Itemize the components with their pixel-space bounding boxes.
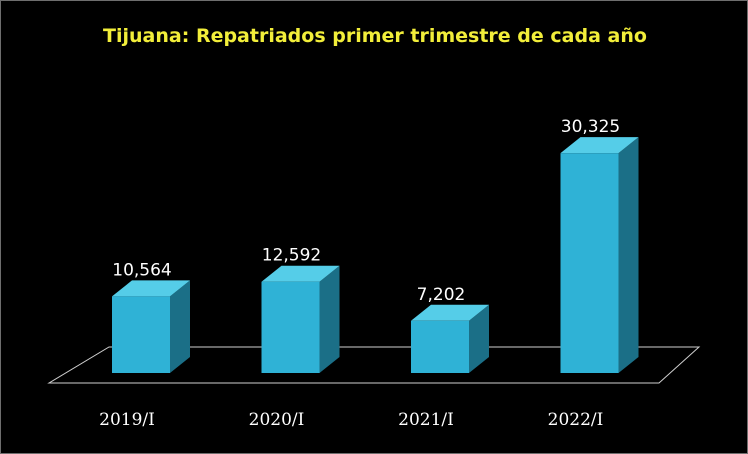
bar-top — [112, 280, 190, 297]
bar-2019/I — [112, 280, 190, 373]
x-tick-label: 2021/I — [398, 410, 454, 430]
x-tick-label: 2022/I — [548, 410, 604, 430]
chart-title: Tijuana: Repatriados primer trimestre de… — [103, 25, 647, 47]
data-label: 10,564 — [112, 260, 171, 280]
x-tick-label: 2019/I — [99, 410, 155, 430]
bar-front — [112, 296, 170, 373]
bar-side — [469, 304, 489, 373]
bar-side — [170, 280, 190, 373]
data-label: 12,592 — [262, 246, 321, 266]
bar-side — [319, 265, 340, 373]
bar-front — [261, 281, 320, 373]
chart-floor — [47, 346, 701, 384]
bar-top — [560, 137, 639, 154]
bar-2020/I — [261, 265, 340, 373]
data-label: 30,325 — [561, 117, 620, 137]
bar-front — [411, 320, 469, 373]
bar-side — [618, 137, 639, 373]
x-tick-label: 2020/I — [249, 410, 305, 430]
bar-2022/I — [560, 137, 639, 373]
bar-top — [261, 265, 340, 282]
bar-top — [411, 304, 489, 321]
bar-2021/I — [411, 304, 489, 373]
bar-front — [560, 153, 619, 373]
data-label: 7,202 — [417, 285, 466, 305]
